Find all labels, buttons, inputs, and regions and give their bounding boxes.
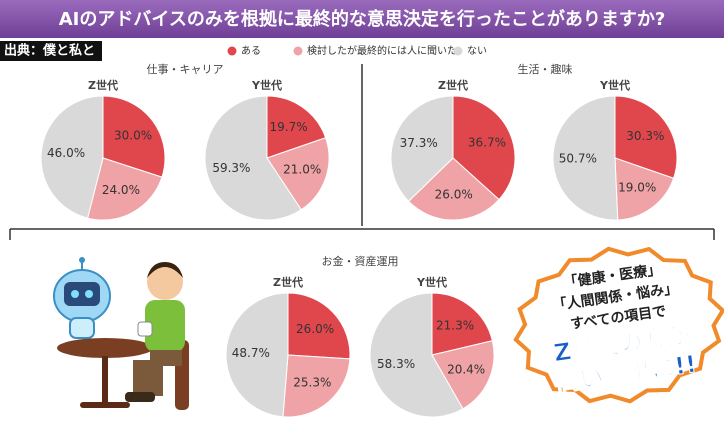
data-label: 19.7% <box>270 120 308 134</box>
legend-label: ない <box>467 45 487 57</box>
pie-slice <box>614 95 678 179</box>
data-label: 30.3% <box>626 129 664 143</box>
pie-slice <box>431 340 495 410</box>
badge-shape <box>513 246 724 404</box>
pie-slice <box>204 95 302 221</box>
pie-slice <box>369 292 464 418</box>
pie-slice <box>287 292 351 360</box>
pie-slice <box>225 292 289 418</box>
data-label: 30.0% <box>114 129 152 143</box>
title: AIのアドバイスのみを根拠に最終的な意思決定を行ったことがありますか? <box>59 8 666 30</box>
pie-title: Y世代 <box>251 78 282 92</box>
data-label: 50.7% <box>559 151 597 165</box>
pie-title: Z世代 <box>438 78 468 92</box>
source: 出典：僕と私と <box>4 43 95 59</box>
pie-slice <box>390 95 454 202</box>
badge: 「健康・医療」 「人間関係・悩み」 すべての項目で Z世代の方が 高い結果に!! <box>513 246 724 404</box>
data-label: 36.7% <box>468 135 506 149</box>
legend-swatch <box>227 46 237 56</box>
data-label: 20.4% <box>447 362 485 376</box>
pie-slice <box>431 292 493 356</box>
data-label: 19.0% <box>618 180 656 194</box>
data-label: 46.0% <box>47 146 85 160</box>
title-bar <box>0 0 724 38</box>
illustration <box>53 257 189 410</box>
data-label: 59.3% <box>212 161 250 175</box>
pie-slice <box>452 95 516 201</box>
legend-swatch <box>293 46 303 56</box>
pie-title: Z世代 <box>273 275 303 289</box>
data-label: 24.0% <box>102 183 140 197</box>
pie-slice <box>40 95 104 219</box>
legend-label: 検討したが最終的には人に聞いた <box>307 44 457 57</box>
pie-title: Y世代 <box>416 275 447 289</box>
pie-title: Y世代 <box>599 78 630 92</box>
pie-slice <box>552 95 619 221</box>
data-label: 58.3% <box>377 357 415 371</box>
legend-label: ある <box>241 45 261 57</box>
pie-slice <box>86 157 163 221</box>
chart-title: 生活・趣味 <box>518 62 573 76</box>
data-label: 21.0% <box>283 162 321 176</box>
chart-title: 仕事・キャリア <box>147 63 224 76</box>
pie-slice <box>282 354 351 418</box>
pie-title: Z世代 <box>88 78 118 92</box>
data-label: 48.7% <box>232 346 270 360</box>
data-label: 25.3% <box>293 376 331 390</box>
pie-slice <box>614 157 675 221</box>
data-label: 26.0% <box>296 322 334 336</box>
data-label: 21.3% <box>436 318 474 332</box>
data-label: 37.3% <box>400 136 438 150</box>
data-label: 26.0% <box>435 188 473 202</box>
pie-slice <box>102 95 166 178</box>
chart-title: お金・資産運用 <box>322 254 399 268</box>
pie-slice <box>266 137 330 211</box>
legend-swatch <box>453 46 463 56</box>
source-bg <box>0 41 102 61</box>
pie-slice <box>407 157 500 221</box>
